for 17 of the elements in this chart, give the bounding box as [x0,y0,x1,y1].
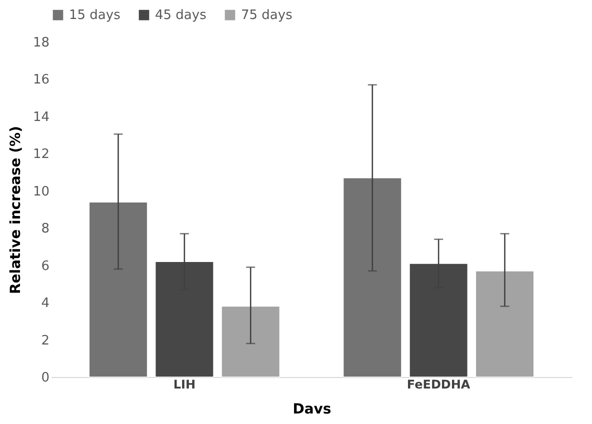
y-tick-label: 2 [41,333,50,348]
y-axis-title: Relative increase (%) [8,126,24,294]
x-tick-label: LIH [173,378,196,392]
legend-label: 45 days [155,8,207,24]
y-tick-label: 18 [32,36,50,50]
y-tick-label: 4 [41,296,50,312]
x-tick-label: FeEDDHA [406,378,471,392]
legend-label: 15 days [69,8,121,24]
y-tick-label: 0 [41,370,50,386]
y-tick-label: 8 [41,222,50,237]
x-axis-title: Davs [292,402,332,418]
legend-label: 75 days [241,8,293,24]
y-tick-label: 12 [32,147,50,162]
y-tick-label: 14 [32,110,50,125]
y-tick-label: 16 [32,72,50,88]
y-tick-label: 6 [41,258,50,274]
y-tick-label: 10 [32,184,50,200]
